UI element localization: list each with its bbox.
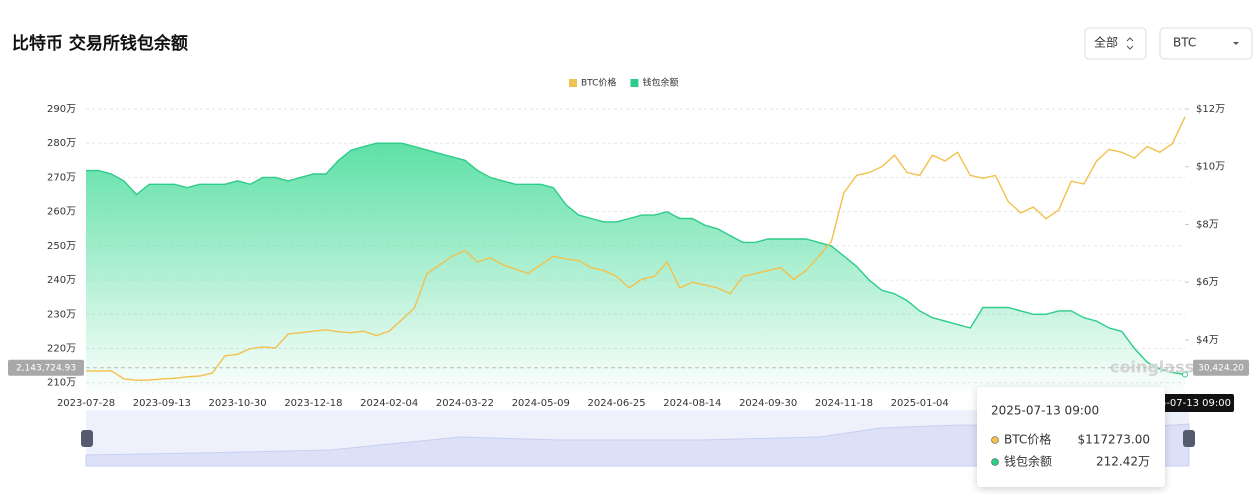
legend-swatch [630, 79, 639, 87]
y-tick-label: 250万 [47, 241, 76, 252]
chart-title: 比特币 交易所钱包余额 [12, 33, 188, 54]
coin-select[interactable]: BTC [1159, 27, 1253, 60]
coin-label[interactable]: BTC [1173, 36, 1196, 50]
x-tick-label: 2024-06-25 [587, 398, 645, 409]
y2-tick-label: $12万 [1196, 104, 1225, 115]
tooltip-box [977, 387, 1165, 487]
y-tick-label: 220万 [47, 344, 76, 355]
tooltip-value: 212.42万 [1096, 455, 1150, 469]
crosshair-point [1182, 371, 1188, 378]
x-tick-label: 2023-10-30 [209, 398, 267, 409]
tooltip-title: 2025-07-13 09:00 [991, 404, 1099, 418]
x-tick-label: 2023-07-28 [57, 398, 115, 409]
y-tick-label: 210万 [47, 378, 76, 389]
tooltip-name: 钱包余额 [1004, 454, 1052, 469]
range-button[interactable]: 全部 [1084, 27, 1147, 60]
y-tick-label: 260万 [47, 207, 76, 218]
x-tick-label: 2024-03-22 [436, 398, 494, 409]
tooltip: 2025-07-13 09:00 BTC价格 $117273.00 钱包余额 212.4… [977, 387, 1165, 487]
tooltip-dot [991, 436, 999, 444]
tooltip-name: BTC价格 [1004, 432, 1051, 447]
watermark: coinglass [1110, 358, 1194, 377]
crosshair-y-label: 2,143,724.93 [16, 363, 76, 373]
x-tick-label: 2024-02-04 [360, 398, 418, 409]
tooltip-value: $117273.00 [1077, 433, 1150, 447]
sort-icon [1126, 37, 1134, 50]
y2-tick-label: $10万 [1196, 162, 1225, 173]
y-tick-label: 280万 [47, 138, 76, 149]
y-tick-label: 290万 [47, 104, 76, 115]
x-tick-label: 2024-09-30 [739, 398, 797, 409]
legend-label: BTC价格 [581, 77, 616, 89]
tooltip-dot [991, 458, 999, 466]
y-tick-label: 230万 [47, 309, 76, 320]
zoom-handle[interactable] [81, 430, 93, 447]
y2-tick-label: $8万 [1196, 219, 1219, 230]
x-tick-label: 2025-01-04 [891, 398, 949, 409]
x-tick-label: 2024-11-18 [815, 398, 873, 409]
y2-tick-label: $4万 [1196, 335, 1219, 346]
y-tick-label: 240万 [47, 275, 76, 286]
legend-swatch [569, 79, 577, 87]
y2-tick-label: $6万 [1196, 277, 1219, 288]
line [85, 116, 1186, 382]
plot: 210万 220万 230万 240万 250万 260万 270万 280万 290万 $4万 $… [47, 104, 1225, 409]
range-label[interactable]: 全部 [1094, 35, 1118, 50]
crosshair-y2-label: 30,424.20 [1198, 363, 1244, 373]
zoom-handle[interactable] [1183, 430, 1195, 447]
x-tick-label: 2024-08-14 [663, 398, 721, 409]
crosshair-x-label: 2025-07-13 09:00 [1141, 398, 1231, 409]
crosshair-label-bg [1193, 359, 1249, 376]
legend-label: 钱包余额 [642, 77, 678, 89]
crosshair-label-bg [8, 359, 84, 376]
y-tick-label: 270万 [47, 172, 76, 183]
x-tick-label: 2024-05-09 [512, 398, 570, 409]
x-tick-label: 2023-12-18 [284, 398, 342, 409]
line [86, 142, 1186, 376]
area [86, 143, 1185, 393]
dropdown-icon [1233, 42, 1239, 45]
x-tick-label: 2023-09-13 [133, 398, 191, 409]
